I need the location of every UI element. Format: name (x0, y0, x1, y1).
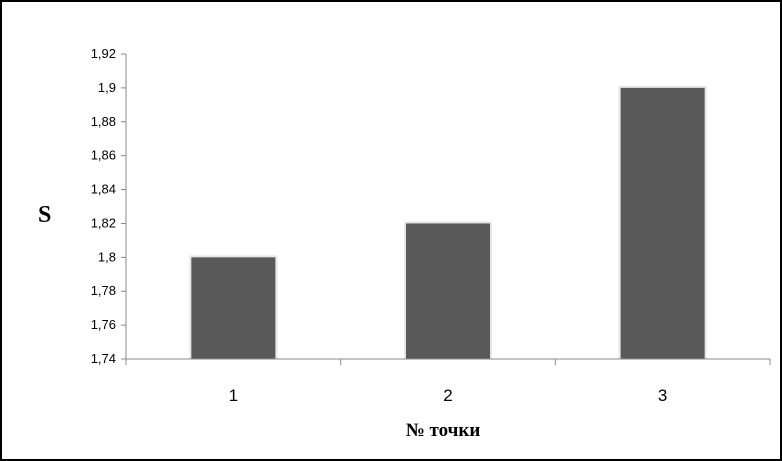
y-tick-label: 1,92 (91, 46, 116, 61)
x-axis-label: № точки (406, 420, 481, 441)
y-tick-label: 1,88 (91, 114, 116, 129)
y-tick-label: 1,9 (98, 80, 116, 95)
y-tick-label: 1,84 (91, 182, 116, 197)
x-tick-label: 3 (658, 386, 667, 405)
y-tick-label: 1,74 (91, 351, 116, 366)
y-tick-label: 1,76 (91, 317, 116, 332)
y-axis-label: S (38, 202, 51, 228)
y-tick-label: 1,78 (91, 283, 116, 298)
y-axis-ticks: 1,74 1,76 1,78 1,8 1,82 1,84 1,86 1,88 1,9 1,92 (91, 46, 126, 366)
bars-group (189, 85, 707, 359)
bar-3 (620, 87, 705, 359)
bar-1 (191, 257, 276, 359)
x-tick-label: 1 (229, 386, 238, 405)
y-tick-label: 1,82 (91, 215, 116, 230)
y-tick-label: 1,8 (98, 249, 116, 264)
x-tick-label: 2 (443, 386, 452, 405)
x-axis-ticks: 1 2 3 (125, 359, 771, 405)
y-tick-label: 1,86 (91, 148, 116, 163)
bar-2 (406, 223, 490, 359)
